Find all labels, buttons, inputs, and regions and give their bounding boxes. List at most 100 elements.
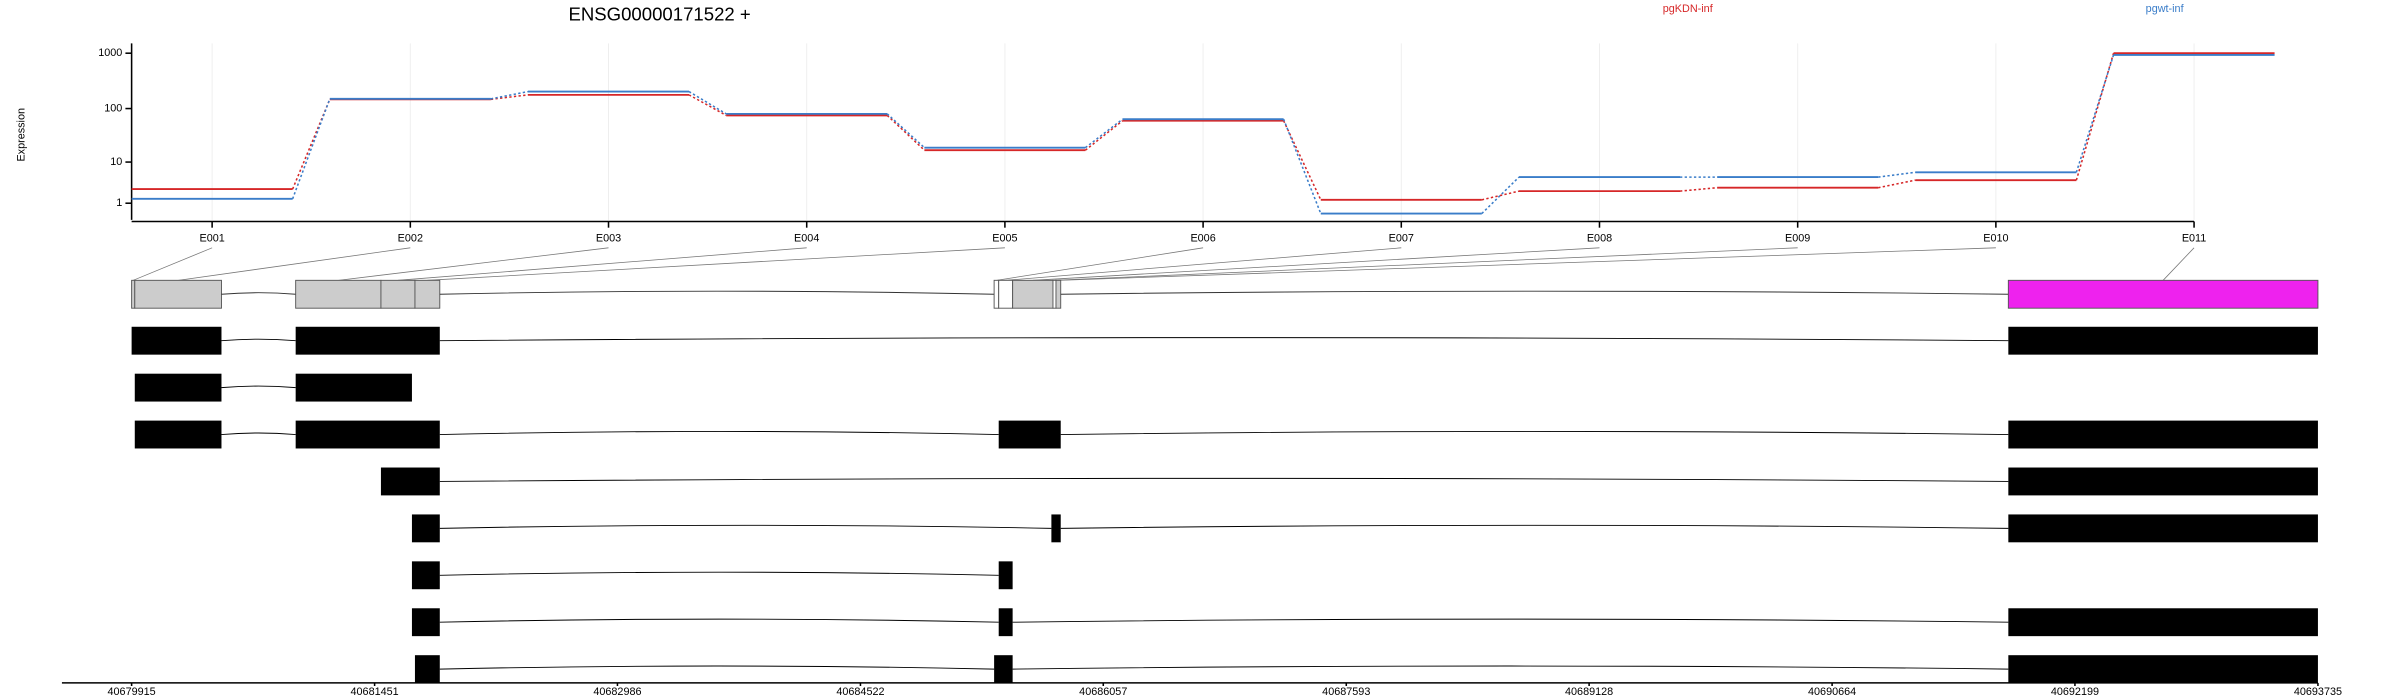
transcript-exon — [1051, 514, 1061, 543]
transcript-exon — [295, 373, 412, 402]
intron — [221, 432, 296, 436]
intron — [439, 290, 995, 295]
bin-connector — [1005, 247, 1402, 281]
bin-connector — [1054, 247, 1798, 281]
bin-connector — [2162, 247, 2195, 281]
intron — [1012, 665, 2009, 670]
intron — [221, 338, 296, 342]
exon-bin — [134, 279, 222, 309]
transcript-exon — [411, 514, 440, 543]
x-tick-label: E011 — [2182, 232, 2207, 244]
connector — [1084, 118, 1124, 149]
connector — [490, 90, 529, 100]
x-tick-label: 40690664 — [1808, 686, 1856, 698]
bin-connector — [397, 247, 807, 281]
x-tick-label: E003 — [596, 232, 621, 244]
x-tick-label: E009 — [1785, 232, 1810, 244]
bin-connector — [178, 247, 411, 281]
transcript-exon — [994, 655, 1013, 684]
bin-connector — [1058, 247, 1996, 281]
x-tick-label: E001 — [199, 232, 224, 244]
intron — [439, 524, 1052, 529]
transcript-exon — [134, 373, 222, 402]
transcript-exon — [2008, 655, 2318, 684]
intron — [221, 385, 296, 389]
transcript-exon — [998, 561, 1013, 590]
connector — [886, 114, 925, 151]
x-tick-label: E002 — [398, 232, 423, 244]
transcript-exon — [998, 608, 1013, 637]
connector — [2075, 54, 2115, 173]
connector — [688, 94, 727, 117]
connector — [1481, 190, 1520, 201]
x-tick-label: E007 — [1389, 232, 1414, 244]
exon-bin — [295, 279, 382, 309]
transcript-exon — [131, 326, 222, 355]
connector — [1878, 171, 1916, 178]
x-tick-label: E004 — [794, 232, 819, 244]
connector — [1282, 118, 1322, 214]
intron — [439, 618, 999, 623]
intron — [439, 337, 2009, 342]
chart-title: ENSG00000171522 + — [568, 3, 750, 24]
x-tick-label: 40679915 — [108, 686, 156, 698]
intron — [1060, 524, 2009, 529]
exon-bin — [1012, 279, 1054, 309]
x-tick-label: E005 — [992, 232, 1017, 244]
exon-bin — [998, 279, 1014, 309]
intron — [1060, 430, 2009, 436]
transcript-exon — [295, 420, 440, 449]
x-tick-label: 40689128 — [1565, 686, 1613, 698]
transcript-exon — [2008, 420, 2318, 449]
legend-label: pgwt-inf — [2146, 3, 2185, 15]
transcript-exon — [2008, 608, 2318, 637]
y-tick-label: 1 — [116, 197, 122, 209]
connector — [1878, 179, 1916, 189]
x-tick-label: E010 — [1983, 232, 2008, 244]
x-tick-label: 40693735 — [2294, 686, 2342, 698]
x-tick-label: 40684522 — [836, 686, 884, 698]
y-tick-label: 10 — [110, 156, 122, 168]
intron — [221, 292, 296, 295]
legend-label: pgKDN-inf — [1663, 3, 1714, 15]
connector — [1084, 120, 1124, 151]
connector — [291, 99, 331, 190]
connector — [291, 98, 331, 200]
connector — [490, 94, 529, 101]
transcript-exon — [380, 467, 440, 496]
bin-connector — [996, 247, 1204, 281]
bin-connector — [1032, 247, 1600, 281]
transcript-exon — [411, 561, 440, 590]
exon-bin — [1055, 279, 1062, 309]
transcript-exon — [2008, 514, 2318, 543]
y-axis-label: Expression — [16, 108, 28, 162]
intron — [439, 477, 2009, 482]
y-tick-label: 100 — [104, 102, 122, 114]
x-tick-label: 40682986 — [593, 686, 641, 698]
x-tick-label: E006 — [1190, 232, 1215, 244]
connector — [886, 113, 925, 149]
exon-bin — [993, 279, 1000, 309]
x-tick-label: 40681451 — [351, 686, 399, 698]
transcript-exon — [2008, 326, 2318, 355]
connector — [2075, 52, 2115, 181]
transcript-exon — [134, 420, 222, 449]
transcript-exon — [411, 608, 440, 637]
x-tick-label: E008 — [1587, 232, 1612, 244]
exon-bin — [2007, 279, 2319, 309]
x-tick-label: 40692199 — [2051, 686, 2099, 698]
y-tick-label: 1000 — [98, 47, 122, 59]
connector — [1481, 176, 1520, 215]
transcript-exon — [295, 326, 440, 355]
intron — [439, 430, 999, 436]
exon-bin — [414, 279, 441, 309]
transcript-exon — [998, 420, 1061, 449]
connector — [1679, 186, 1718, 192]
transcript-exon — [414, 655, 440, 684]
connector — [688, 90, 727, 115]
intron — [1060, 290, 2009, 295]
transcript-exon — [2008, 467, 2318, 496]
exon-bin — [131, 279, 136, 309]
